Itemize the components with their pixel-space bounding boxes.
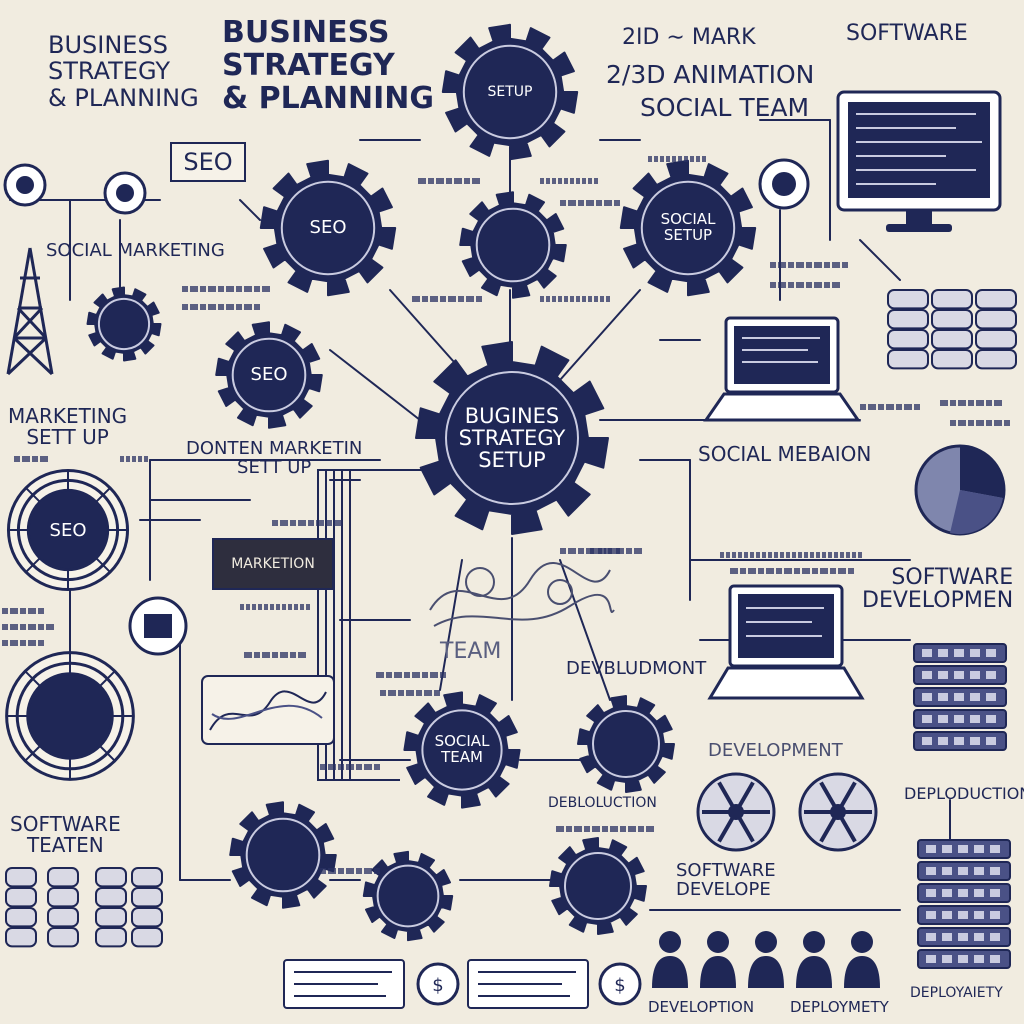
gear-icon bbox=[403, 691, 521, 809]
marketing-setup-label: MARKETING SETT UP bbox=[8, 404, 128, 449]
gear-icon bbox=[215, 321, 323, 429]
gear-icon bbox=[362, 850, 454, 942]
gear-setup-top: SETUP bbox=[440, 22, 580, 162]
gear-icon bbox=[229, 801, 337, 909]
circle-icon bbox=[758, 158, 810, 210]
gear-seo-1: SEO bbox=[258, 158, 398, 298]
social-mediation-label: SOCIAL MEBAION bbox=[698, 442, 872, 466]
svg-text:$: $ bbox=[614, 975, 625, 996]
circle-icon bbox=[128, 596, 188, 656]
software-develope-label: SOFTWARE DEVELOPE bbox=[676, 860, 776, 900]
database-icon bbox=[5, 867, 163, 948]
wheel-icon bbox=[798, 772, 878, 852]
gear-setup-top-label: SETUP bbox=[487, 83, 533, 100]
development-mid-label: DEVELOPMENT bbox=[708, 740, 843, 761]
social-marketing-label: SOCIAL MARKETING bbox=[46, 240, 225, 261]
title-top-right-3: SOCIAL TEAM bbox=[640, 93, 810, 122]
gear-social-setup-label: SOCIAL SETUP bbox=[660, 210, 716, 244]
deploduction-label: DEPLODUCTION bbox=[904, 784, 1024, 803]
gear-bottom-right bbox=[548, 836, 648, 936]
pie-chart-icon bbox=[914, 444, 1006, 536]
server-rack-icon bbox=[917, 839, 1011, 969]
gear-seo-1-label: SEO bbox=[309, 216, 347, 238]
gear-left-small bbox=[86, 286, 162, 362]
marketing-dark-box: MARKETION bbox=[212, 538, 334, 590]
team-label: TEAM bbox=[440, 639, 502, 664]
gear-icon bbox=[415, 341, 609, 535]
gear-business-setup: BUGINES STRATEGY SETUP bbox=[412, 338, 612, 538]
target-icon bbox=[6, 468, 130, 592]
sketch-illustration bbox=[429, 562, 615, 627]
laptop-icon bbox=[703, 316, 861, 422]
gear-bottom-center bbox=[362, 850, 454, 942]
document-icon bbox=[283, 959, 405, 1009]
software-team-label: SOFTWARE TEATEN bbox=[10, 812, 121, 857]
server-rack-icon bbox=[913, 643, 1007, 751]
gear-icon bbox=[441, 23, 579, 161]
gear-icon bbox=[259, 159, 397, 297]
gear-icon bbox=[619, 159, 757, 297]
gear-social-team: SOCIAL TEAM bbox=[402, 690, 522, 810]
circle-icon bbox=[103, 171, 147, 215]
gear-icon bbox=[549, 837, 647, 935]
title-top-right-1: 2ID ∼ MARK bbox=[622, 25, 756, 50]
title-top-right-2: 2/3D ANIMATION bbox=[606, 60, 815, 89]
target-icon bbox=[5, 651, 135, 781]
footer-label-2: DEPLOYMETY bbox=[790, 998, 889, 1016]
sketch-illustration bbox=[201, 675, 335, 745]
gear-icon bbox=[577, 695, 675, 793]
document-icon bbox=[467, 959, 589, 1009]
gear-icon bbox=[459, 191, 567, 299]
gear-small-center bbox=[458, 190, 568, 300]
title-software-top: SOFTWARE bbox=[846, 21, 968, 46]
database-icon bbox=[887, 289, 1017, 370]
software-development-label: SOFTWARE DEVELOPMEN bbox=[862, 565, 1014, 614]
gear-icon bbox=[86, 286, 162, 362]
wheel-icon bbox=[696, 772, 776, 852]
title-top-left: BUSINESS STRATEGY & PLANNING bbox=[48, 31, 199, 112]
devbludmont-label: DEVBLUDMONT bbox=[566, 658, 707, 679]
gear-seo-2: SEO bbox=[214, 320, 324, 430]
team-people-icon bbox=[652, 931, 880, 988]
gear-social-team-label: SOCIAL TEAM bbox=[434, 732, 490, 766]
gear-bottom-left bbox=[228, 800, 338, 910]
ring-seo: SEO bbox=[6, 468, 130, 592]
footer-label-1: DEVELOPTION bbox=[648, 998, 755, 1016]
title-top-center: BUSINESS STRATEGY & PLANNING bbox=[222, 15, 435, 116]
ring-seo-label: SEO bbox=[49, 519, 87, 541]
content-marketing-label: DONTEN MARKETIN SETT UP bbox=[186, 438, 363, 478]
svg-text:$: $ bbox=[432, 975, 443, 996]
gear-social-setup: SOCIAL SETUP bbox=[618, 158, 758, 298]
ring-bottom-left bbox=[4, 650, 136, 782]
gear-business-setup-label: BUGINES STRATEGY SETUP bbox=[458, 403, 566, 473]
debloduction-label: DEBLOLUCTION bbox=[548, 795, 657, 811]
tower-icon bbox=[6, 247, 54, 376]
laptop-icon bbox=[707, 584, 865, 700]
circle-icon: $ bbox=[598, 962, 642, 1006]
gear-seo-2-label: SEO bbox=[250, 363, 288, 385]
seo-box: SEO bbox=[170, 142, 246, 182]
footer-label-3: DEPLOYAIETY bbox=[910, 985, 1003, 1001]
gear-right-mid bbox=[576, 694, 676, 794]
monitor-icon bbox=[836, 90, 1002, 232]
circle-icon: $ bbox=[416, 962, 460, 1006]
circle-icon bbox=[3, 163, 47, 207]
